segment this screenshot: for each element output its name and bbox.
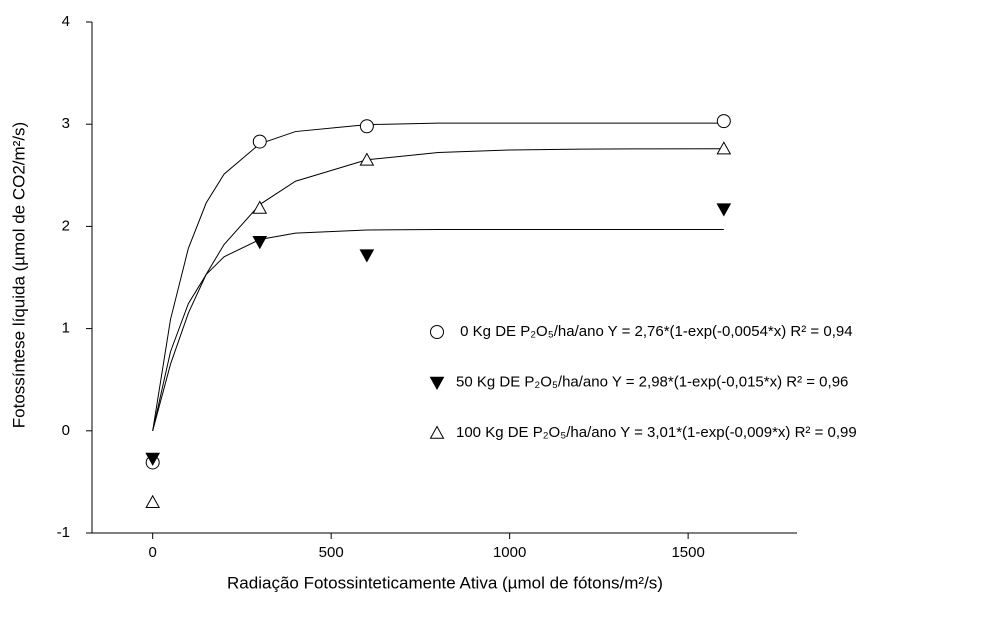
fit-curve bbox=[152, 228, 724, 431]
x-tick-label: 1000 bbox=[493, 544, 526, 561]
data-point bbox=[716, 114, 731, 129]
legend-marker bbox=[429, 376, 445, 391]
data-point bbox=[252, 134, 267, 149]
x-axis-label: Radiação Fotossinteticamente Ativa (µmol… bbox=[227, 573, 663, 592]
data-point bbox=[145, 452, 161, 466]
fit-curve bbox=[152, 122, 724, 431]
legend-label: 0 Kg DE P₂O₅/ha/ano Y = 2,76*(1-exp(-0,0… bbox=[456, 323, 853, 340]
x-tick-label: 1500 bbox=[671, 544, 704, 561]
y-tick-label: 1 bbox=[62, 320, 70, 337]
legend-label: 50 Kg DE P₂O₅/ha/ano Y = 2,98*(1-exp(-0,… bbox=[456, 373, 848, 390]
legend-label: 100 Kg DE P₂O₅/ha/ano Y = 3,01*(1-exp(-0… bbox=[456, 424, 857, 441]
y-axis-label: Fotossíntese líquida (µmol de CO2/m²/s) bbox=[9, 122, 28, 428]
data-point bbox=[359, 119, 374, 134]
y-tick-label: 4 bbox=[62, 13, 70, 30]
y-tick-label: 2 bbox=[62, 217, 70, 234]
y-tick-label: -1 bbox=[57, 524, 70, 541]
data-point bbox=[716, 203, 732, 217]
data-point bbox=[145, 494, 161, 509]
legend-marker bbox=[430, 325, 444, 339]
y-tick-label: 0 bbox=[62, 422, 70, 439]
y-tick-label: 3 bbox=[62, 115, 70, 132]
data-point bbox=[359, 152, 375, 166]
data-point bbox=[716, 141, 732, 155]
data-point bbox=[359, 249, 375, 263]
fit-curve bbox=[152, 148, 724, 431]
data-point bbox=[252, 236, 268, 250]
data-point bbox=[252, 200, 268, 214]
x-tick-label: 0 bbox=[149, 544, 157, 561]
x-tick-label: 500 bbox=[319, 544, 344, 561]
legend-marker bbox=[429, 425, 445, 439]
